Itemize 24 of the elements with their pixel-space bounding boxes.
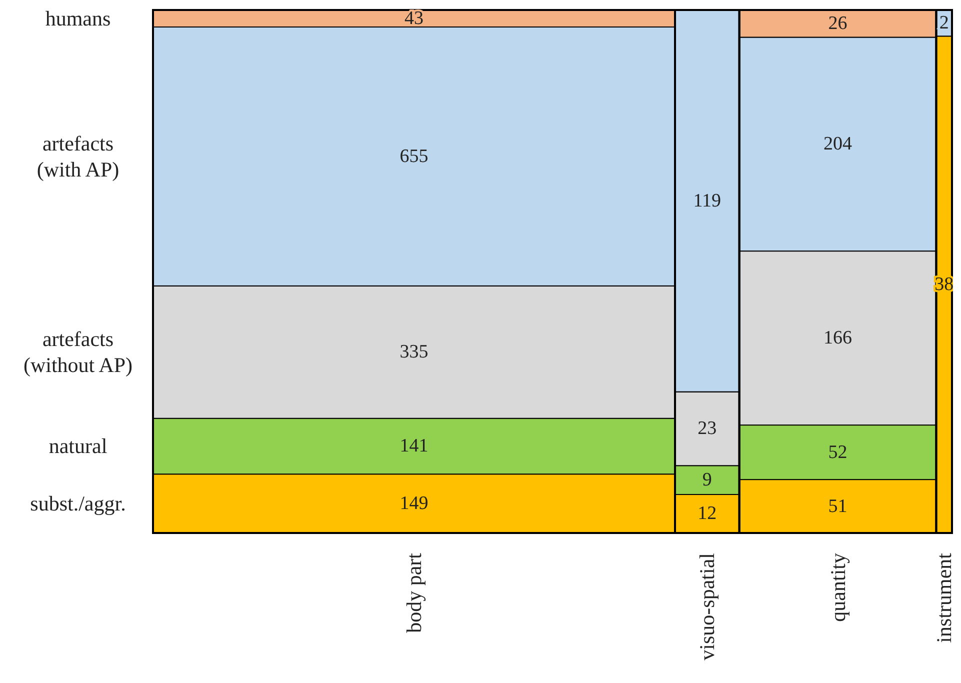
data-label: 23 [698, 418, 717, 440]
series-label: artefacts (with AP) [36, 131, 120, 182]
data-label: 12 [698, 503, 717, 524]
data-label: 166 [824, 328, 852, 349]
data-label: 43 [404, 8, 424, 29]
text: natural [48, 434, 108, 458]
category-label: body part [402, 552, 426, 633]
data-label: 335 [400, 342, 428, 363]
category-label: instrument [932, 552, 956, 643]
text: humans [45, 6, 111, 30]
data-label: 119 [693, 190, 722, 212]
data-label: 9 [702, 470, 712, 491]
data-label: 52 [828, 442, 848, 463]
data-label: 655 [400, 146, 428, 167]
data-label: 149 [400, 493, 428, 514]
data-label: 26 [828, 13, 848, 34]
data-label: 2 [939, 12, 949, 34]
data-label: 204 [824, 134, 853, 155]
data-label: 141 [400, 436, 428, 457]
category-label: quantity [826, 552, 850, 622]
series-label: artefacts (without AP) [23, 327, 133, 378]
category-label: visuo-spatial [695, 552, 720, 660]
series-label: subst./aggr. [30, 492, 126, 516]
data-label: 51 [828, 496, 848, 517]
